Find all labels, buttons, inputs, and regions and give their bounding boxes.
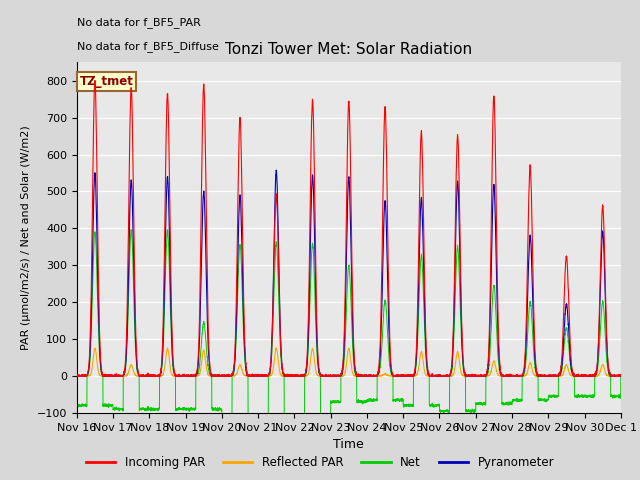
Y-axis label: PAR (μmol/m2/s) / Net and Solar (W/m2): PAR (μmol/m2/s) / Net and Solar (W/m2) (21, 125, 31, 350)
Text: TZ_tmet: TZ_tmet (79, 75, 133, 88)
Legend: Incoming PAR, Reflected PAR, Net, Pyranometer: Incoming PAR, Reflected PAR, Net, Pyrano… (81, 452, 559, 474)
Title: Tonzi Tower Met: Solar Radiation: Tonzi Tower Met: Solar Radiation (225, 42, 472, 57)
Text: No data for f_BF5_Diffuse: No data for f_BF5_Diffuse (77, 41, 219, 52)
Text: No data for f_BF5_PAR: No data for f_BF5_PAR (77, 17, 201, 28)
X-axis label: Time: Time (333, 438, 364, 451)
